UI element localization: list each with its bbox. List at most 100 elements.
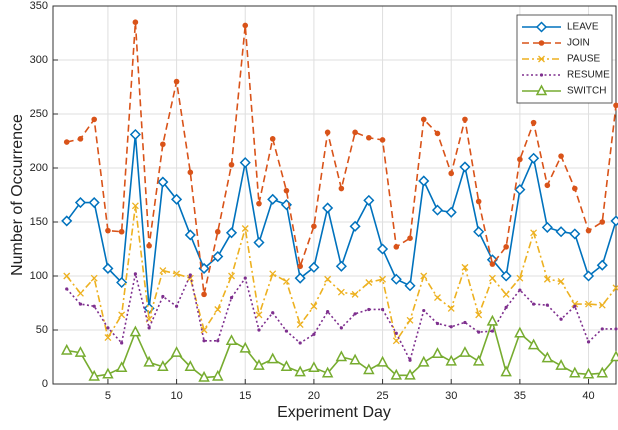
y-tick-label: 300 (30, 54, 48, 66)
marker (241, 225, 249, 232)
marker (255, 311, 263, 319)
marker (78, 302, 83, 306)
marker (115, 361, 128, 373)
marker (282, 277, 290, 285)
marker (596, 366, 609, 378)
marker (572, 185, 578, 192)
marker (143, 355, 155, 367)
marker (475, 311, 483, 319)
marker (338, 185, 345, 192)
marker (212, 369, 224, 381)
marker (431, 347, 444, 359)
marker (106, 326, 110, 330)
marker (212, 250, 224, 263)
marker (535, 21, 548, 33)
marker (239, 341, 251, 353)
marker (229, 296, 234, 300)
marker (310, 302, 318, 310)
marker (322, 202, 334, 214)
x-tick-label: 15 (239, 390, 251, 402)
marker (102, 367, 114, 379)
marker (171, 193, 183, 205)
marker (102, 262, 114, 275)
y-tick-label: 350 (30, 0, 48, 12)
marker (74, 346, 87, 357)
marker (104, 334, 112, 342)
marker (88, 369, 100, 381)
marker (324, 275, 332, 283)
marker (445, 354, 457, 366)
marker (92, 304, 96, 308)
marker (324, 129, 331, 136)
marker (352, 129, 358, 136)
marker (586, 340, 591, 344)
x-tick-label: 20 (308, 390, 320, 402)
marker (308, 261, 320, 273)
marker (225, 227, 238, 239)
marker (198, 370, 210, 382)
marker (461, 263, 469, 271)
marker (133, 272, 137, 276)
marker (147, 326, 151, 330)
marker (408, 358, 412, 362)
marker (532, 302, 536, 306)
marker (489, 261, 496, 267)
marker (132, 19, 139, 26)
marker (463, 320, 467, 325)
plot-frame (52, 5, 617, 385)
marker (184, 360, 197, 371)
marker (434, 294, 441, 302)
marker (349, 220, 361, 232)
marker (173, 270, 181, 278)
marker (253, 236, 265, 249)
marker (541, 351, 554, 363)
marker (118, 311, 126, 319)
y-tick-label: 150 (30, 216, 48, 228)
marker (538, 40, 545, 46)
marker (545, 303, 549, 307)
marker (200, 326, 208, 334)
marker (517, 156, 523, 163)
x-tick-label: 30 (445, 390, 457, 402)
marker (569, 228, 581, 240)
marker (418, 175, 430, 187)
marker (404, 280, 416, 292)
marker (363, 363, 375, 375)
marker (159, 267, 167, 275)
marker (585, 300, 592, 308)
marker (294, 365, 306, 377)
legend-label: RESUME (567, 70, 610, 81)
marker (308, 361, 320, 373)
marker (337, 288, 345, 296)
marker (105, 227, 111, 234)
marker (418, 355, 430, 367)
marker (514, 326, 526, 338)
marker (61, 215, 73, 227)
marker (266, 352, 279, 364)
marker (404, 368, 416, 380)
marker (530, 229, 538, 237)
marker (170, 346, 183, 357)
x-tick-label: 35 (514, 390, 526, 402)
marker (614, 327, 618, 331)
marker (376, 355, 389, 367)
marker (431, 204, 444, 216)
marker (514, 184, 526, 196)
x-axis-title: Experiment Day (277, 404, 391, 421)
marker (91, 116, 97, 123)
legend-label: LEAVE (567, 22, 599, 33)
marker (311, 223, 317, 230)
marker (486, 314, 499, 326)
marker (297, 263, 303, 270)
marker (335, 260, 347, 272)
marker (599, 219, 606, 225)
marker (256, 200, 262, 207)
marker (160, 141, 166, 148)
marker (518, 288, 522, 292)
marker (472, 354, 485, 366)
legend-label: SWITCH (567, 86, 606, 97)
marker (600, 327, 604, 331)
marker (490, 329, 495, 333)
marker (447, 304, 455, 312)
marker (535, 84, 548, 96)
